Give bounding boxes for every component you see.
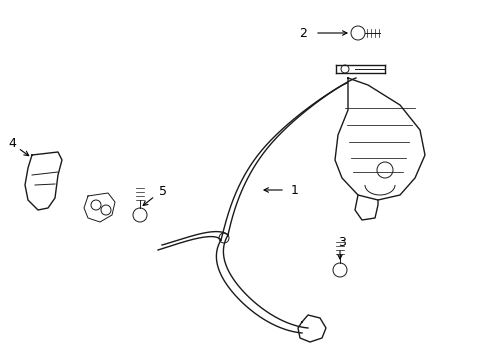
Text: 1: 1 bbox=[290, 184, 298, 197]
Text: 3: 3 bbox=[337, 235, 345, 248]
Text: 4: 4 bbox=[8, 136, 16, 149]
Text: 5: 5 bbox=[159, 185, 167, 198]
Text: 2: 2 bbox=[299, 27, 306, 40]
